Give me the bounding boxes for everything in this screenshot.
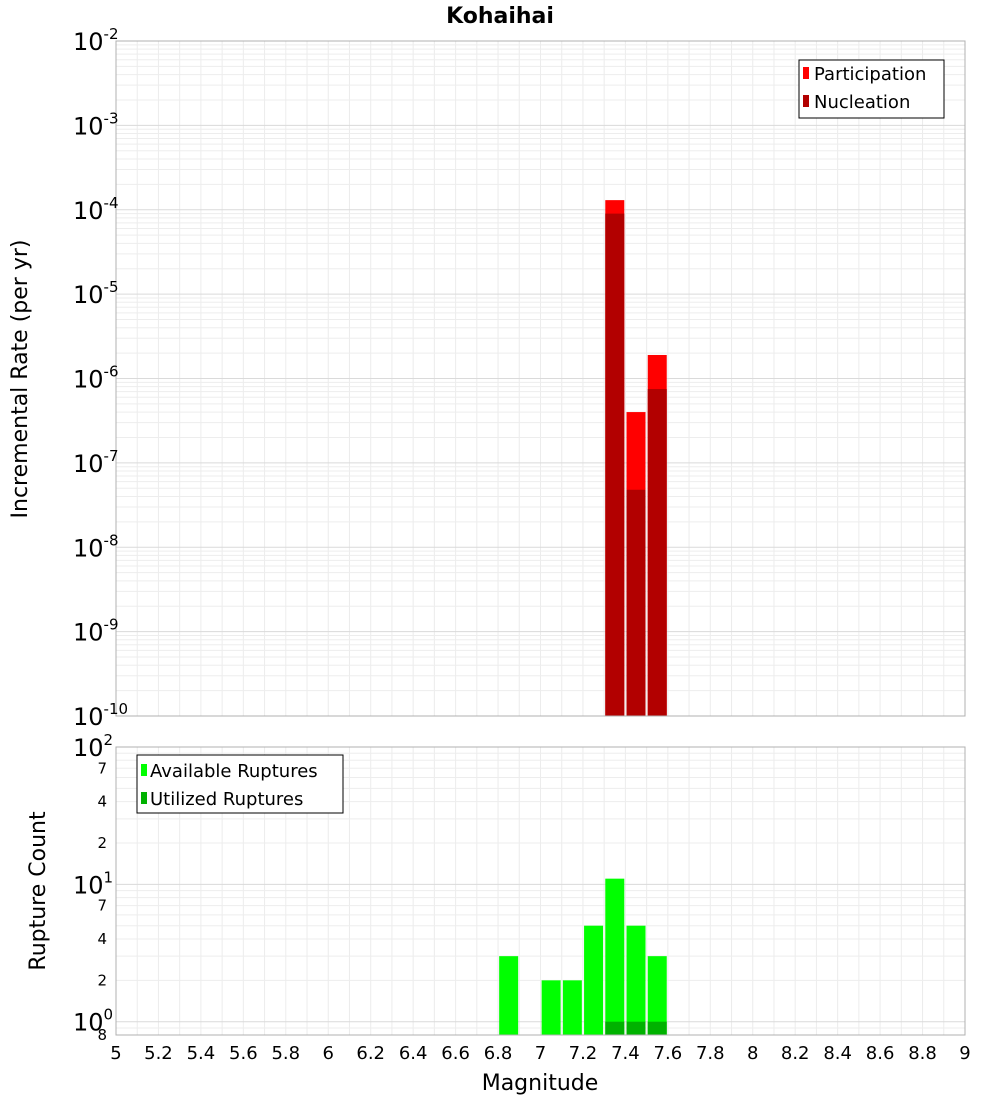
x-tick-label: 8.2 <box>781 1043 810 1064</box>
x-tick-label: 9 <box>959 1043 970 1064</box>
x-tick-label: 6.8 <box>484 1043 513 1064</box>
count-y-minor-tick-label: 4 <box>97 930 107 948</box>
count-plot-frame <box>115 746 966 1036</box>
rate-y-tick-label: 10-5 <box>73 278 119 309</box>
participation-legend-swatch <box>803 67 809 79</box>
rate-y-tick-label: 10-10 <box>73 700 128 731</box>
nucleation-bar <box>626 489 646 716</box>
rate-panel: 10-2 10-3 10-4 10-5 10-6 10-7 10-8 10-9 10-10 In… <box>8 25 966 731</box>
count-legend-box <box>136 754 344 814</box>
available-ruptures-bar <box>541 980 561 1035</box>
x-tick-label: 6.4 <box>399 1043 428 1064</box>
count-y-tick-label: 100 <box>73 1006 113 1037</box>
rate-plot-frame <box>115 40 966 717</box>
rate-bars <box>605 200 667 717</box>
nucleation-legend-label: Nucleation <box>814 92 910 113</box>
utilized-ruptures-bar <box>605 1021 625 1035</box>
count-y-minor-tick-label: 7 <box>97 897 107 915</box>
x-tick-label: 7 <box>535 1043 546 1064</box>
count-y-minor-tick-label: 8 <box>97 1026 107 1044</box>
x-tick-label: 5.4 <box>187 1043 216 1064</box>
x-tick-label: 8.6 <box>866 1043 895 1064</box>
x-tick-label: 6 <box>323 1043 334 1064</box>
participation-legend-label: Participation <box>814 64 926 85</box>
x-tick-label: 7.8 <box>696 1043 725 1064</box>
chart-title: Kohaihai <box>446 4 554 29</box>
available-ruptures-bar <box>605 878 625 1035</box>
rate-y-tick-label: 10-3 <box>73 109 119 140</box>
count-y-tick-label: 102 <box>73 731 113 762</box>
count-y-tick-label: 101 <box>73 868 113 899</box>
x-axis-label: Magnitude <box>482 1071 599 1096</box>
utilized-legend-swatch <box>141 792 147 804</box>
rate-grid <box>115 41 966 717</box>
available-ruptures-bar <box>499 956 519 1035</box>
count-y-minor-tick-label: 2 <box>97 971 107 989</box>
rate-y-tick-label: 10-4 <box>73 194 119 225</box>
count-y-minor-tick-label: 4 <box>97 793 107 811</box>
count-y-minor-tick-label: 7 <box>97 759 107 777</box>
rate-y-tick-label: 10-8 <box>73 531 119 562</box>
x-tick-label: 7.2 <box>569 1043 598 1064</box>
x-tick-label: 8.8 <box>908 1043 937 1064</box>
rate-y-tick-label: 10-2 <box>73 25 119 56</box>
count-y-tick-labels: 102 101 100 7 4 2 7 4 2 8 <box>73 731 113 1044</box>
x-tick-label: 5.8 <box>271 1043 300 1064</box>
x-tick-label: 7.6 <box>654 1043 683 1064</box>
count-legend: Available Ruptures Utilized Ruptures <box>136 754 344 814</box>
nucleation-bar <box>647 389 667 716</box>
utilized-ruptures-bar <box>626 1021 646 1035</box>
x-tick-label: 7.4 <box>611 1043 640 1064</box>
x-tick-label: 8 <box>747 1043 758 1064</box>
nucleation-bar <box>605 213 625 717</box>
utilized-ruptures-bar <box>647 1021 667 1035</box>
rate-legend-box <box>798 59 945 119</box>
rate-y-tick-label: 10-7 <box>73 447 119 478</box>
rate-y-axis-label: Incremental Rate (per yr) <box>8 240 33 519</box>
rate-legend: Participation Nucleation <box>798 59 945 119</box>
available-legend-swatch <box>141 764 147 776</box>
rate-y-tick-label: 10-9 <box>73 616 119 647</box>
x-tick-label: 5 <box>110 1043 121 1064</box>
x-tick-label: 5.2 <box>144 1043 173 1064</box>
available-ruptures-bar <box>584 925 604 1035</box>
count-y-minor-tick-label: 2 <box>97 834 107 852</box>
rate-y-tick-labels: 10-2 10-3 10-4 10-5 10-6 10-7 10-8 10-9 10-10 <box>73 25 128 731</box>
count-bars <box>499 878 667 1035</box>
available-ruptures-bar <box>647 956 667 1035</box>
available-legend-label: Available Ruptures <box>150 761 318 782</box>
available-ruptures-bar <box>562 980 582 1035</box>
rupture-count-panel: 102 101 100 7 4 2 7 4 2 8 Rupture Count Available… <box>26 731 971 1096</box>
x-tick-label: 6.6 <box>441 1043 470 1064</box>
available-ruptures-bar <box>626 925 646 1035</box>
count-y-axis-label: Rupture Count <box>26 811 51 971</box>
rate-y-tick-label: 10-6 <box>73 363 119 394</box>
x-tick-label: 5.6 <box>229 1043 258 1064</box>
nucleation-legend-swatch <box>803 95 809 107</box>
x-tick-label: 8.4 <box>823 1043 852 1064</box>
x-tick-labels: 5 5.2 5.4 5.6 5.8 6 6.2 6.4 6.6 6.8 7 7.2 7.4 7.6 7.8 8… <box>110 1043 970 1064</box>
x-tick-label: 6.2 <box>356 1043 385 1064</box>
utilized-legend-label: Utilized Ruptures <box>150 789 303 810</box>
